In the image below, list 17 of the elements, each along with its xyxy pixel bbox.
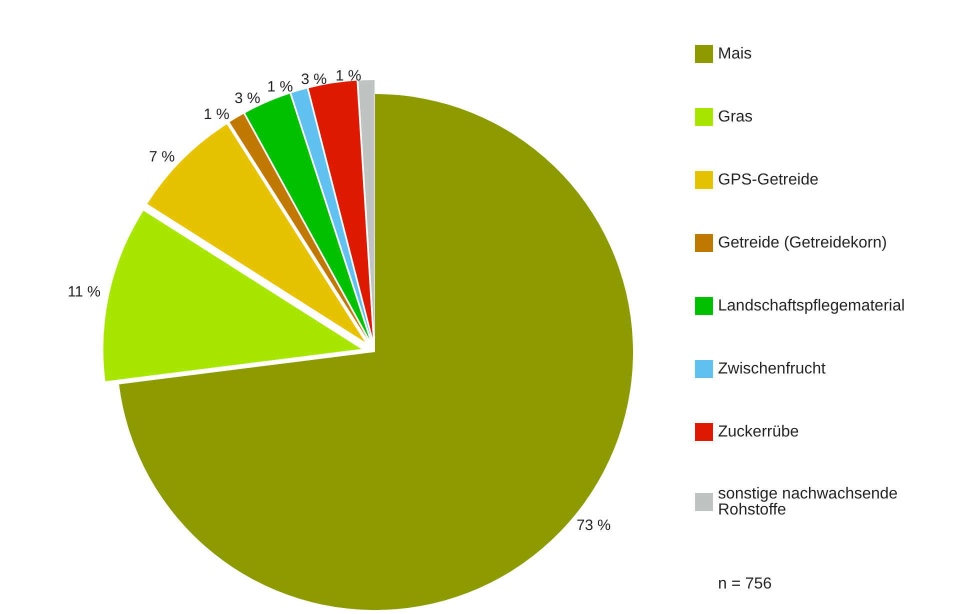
legend-label: Getreide (Getreidekorn) — [718, 234, 887, 252]
legend-label: Zwischenfrucht — [718, 360, 826, 378]
data-label: 1 % — [267, 78, 293, 96]
legend-label: Zuckerrübe — [718, 424, 800, 440]
data-label: 1 % — [204, 106, 230, 123]
legend-label: GPS-Getreide — [718, 172, 819, 188]
text: n = 756 — [718, 576, 772, 592]
data-label: 11 % — [68, 283, 101, 300]
data-label: 3 % — [300, 70, 327, 88]
data-label: 1 % — [335, 68, 362, 85]
legend-label: Landschaftspflegematerial — [718, 298, 905, 314]
legend-label: Mais — [718, 46, 752, 62]
data-label: 7 % — [148, 148, 175, 166]
legend-label: sonstige nachwachsende Rohstoffe — [718, 486, 902, 518]
data-label: 73 % — [576, 516, 611, 534]
legend-label: Gras — [718, 108, 753, 126]
data-label: 3 % — [234, 90, 260, 108]
